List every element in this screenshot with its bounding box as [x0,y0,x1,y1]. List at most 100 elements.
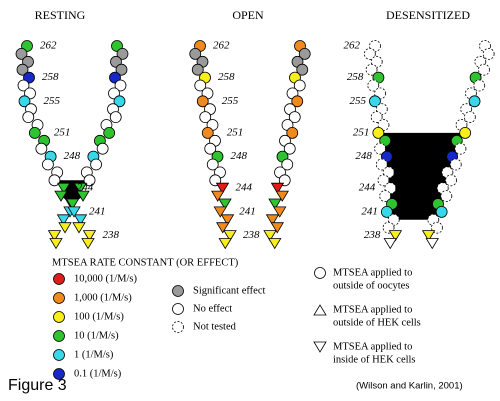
residue-triangle [421,230,436,242]
legend-label: outside of HEK cells [333,317,421,328]
legend-title: MTSEA RATE CONSTANT (OR EFFECT) [52,257,239,268]
residue-number: 248 [231,150,248,162]
residue-number: 258 [218,71,235,83]
legend-swatch [53,368,65,380]
residue [116,48,129,60]
residue-number: 238 [243,229,260,241]
legend-label: No effect [193,303,232,314]
residue [115,63,128,76]
residue-number: 241 [239,205,256,217]
residue [478,63,490,76]
residue-number: 258 [347,71,364,83]
residue [96,142,109,155]
residue [370,111,383,123]
residue-number: 258 [42,71,59,83]
residue [482,48,495,60]
legend-swatch [172,303,184,315]
residue-number: 255 [44,95,61,107]
residue-triangle [383,238,397,250]
residue [114,79,127,92]
residue-number: 238 [364,229,381,241]
residue-triangle [220,214,235,226]
legend-swatch [314,267,326,279]
legend-label: 1,000 (1/M/s) [74,292,132,303]
residue-triangle [270,182,285,194]
legend-label: inside of HEK cells [333,354,416,365]
residue [291,95,304,108]
residue [191,63,204,76]
residue [372,71,385,84]
residue-triangle [72,222,86,234]
residue-triangle [56,214,71,226]
residue-number: 251 [227,126,244,138]
residue-number: 262 [40,40,57,52]
residue [454,142,467,155]
residue [379,134,392,147]
residue [463,111,476,123]
residue [189,48,202,60]
residue [281,158,294,171]
residue [22,111,35,123]
residue-number: 251 [54,126,70,138]
legend-swatch [172,285,184,297]
residue [283,142,296,155]
residue [435,205,448,218]
legend-swatch [53,349,65,361]
legend-label: 1 (1/M/s) [74,349,114,360]
residue-triangle [73,182,87,194]
legend-label: Not tested [193,321,237,332]
residue-triangle [211,190,225,202]
residue [372,126,385,139]
residue [380,150,393,163]
residue-number: 244 [77,182,94,194]
residue [370,55,383,68]
residue-triangle [216,222,230,234]
residue-number: 255 [349,95,366,107]
residue [196,95,209,108]
legend-label: 0.1 (1/M/s) [74,368,122,379]
residue [296,63,309,76]
residue-triangle [265,214,280,226]
figure-label: Figure 3 [8,377,67,394]
residue-triangle [273,206,287,218]
strands: 262 258 255 251 248 244 241 238 262 258 255 251 248 2… [15,40,495,250]
residue [473,79,486,92]
residue [90,158,102,171]
legend-swatch [53,311,65,323]
residue [445,174,457,187]
residue [375,103,388,116]
residue [201,126,214,139]
residue-number: 241 [89,205,106,217]
residue-number: 238 [103,229,120,241]
residue [288,111,301,123]
residue-triangle [268,198,282,210]
residue-triangle [73,214,88,226]
residue-triangle [388,230,403,242]
panel-title: DESENSITIZED [386,8,470,22]
residue-triangle [215,182,230,194]
residue [199,111,212,123]
residue-triangle [213,206,227,218]
legend-swatch [313,341,327,353]
residue-triangle [67,206,81,218]
legend-label: Significant effect [193,285,265,296]
citation: (Wilson and Karlin, 2001) [356,381,463,392]
legend-swatch [53,273,65,285]
legend-label: 10,000 (1/M/s) [74,273,138,284]
residue [18,95,31,108]
legend-label: outside of oocytes [333,280,409,291]
residue-triangle [58,222,72,234]
residue [449,158,462,171]
residue [194,79,207,92]
legend-swatch [313,304,327,316]
residue [113,95,126,108]
residue [384,182,397,195]
residue-number: 241 [361,205,378,217]
residue-triangle [223,230,237,242]
residue-number: 251 [353,126,370,138]
residue-triangle [65,198,80,210]
residue [16,63,29,76]
residue [468,95,481,108]
residue [374,142,386,155]
